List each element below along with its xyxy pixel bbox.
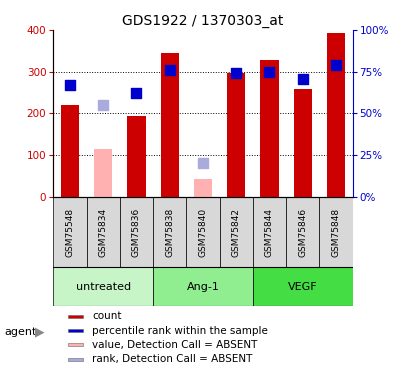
Bar [68, 315, 83, 318]
Bar [219, 197, 252, 267]
Text: percentile rank within the sample: percentile rank within the sample [92, 326, 267, 336]
Text: GSM75836: GSM75836 [132, 207, 141, 257]
Text: Ang-1: Ang-1 [186, 282, 219, 292]
Text: GSM75834: GSM75834 [99, 208, 108, 257]
Bar [127, 116, 145, 197]
Bar [160, 53, 178, 197]
Point [67, 82, 73, 88]
Bar [68, 329, 83, 332]
Bar [186, 197, 219, 267]
Title: GDS1922 / 1370303_at: GDS1922 / 1370303_at [122, 13, 283, 28]
Text: untreated: untreated [75, 282, 130, 292]
Bar [326, 33, 344, 197]
Point [265, 69, 272, 75]
Text: count: count [92, 311, 121, 321]
Point [199, 160, 206, 166]
Text: GSM75842: GSM75842 [231, 208, 240, 256]
Text: agent: agent [4, 327, 36, 337]
Bar [68, 343, 83, 346]
Bar [61, 105, 79, 197]
Bar [53, 267, 153, 306]
Point [166, 67, 173, 73]
Point [332, 63, 338, 69]
Text: GSM75548: GSM75548 [65, 208, 74, 257]
Point [100, 102, 106, 108]
Text: value, Detection Call = ABSENT: value, Detection Call = ABSENT [92, 340, 257, 350]
Text: GSM75838: GSM75838 [165, 207, 174, 257]
Bar [53, 197, 86, 267]
Text: GSM75848: GSM75848 [330, 208, 339, 257]
Point [232, 70, 239, 76]
Point [299, 76, 305, 82]
Text: VEGF: VEGF [287, 282, 317, 292]
Bar [252, 267, 352, 306]
Text: ▶: ▶ [35, 326, 44, 338]
Bar [119, 197, 153, 267]
Bar [68, 357, 83, 361]
Bar [252, 197, 285, 267]
Text: GSM75846: GSM75846 [297, 208, 306, 257]
Bar [153, 267, 252, 306]
Bar [285, 197, 319, 267]
Bar [260, 60, 278, 197]
Bar [94, 149, 112, 197]
Text: GSM75840: GSM75840 [198, 208, 207, 257]
Text: rank, Detection Call = ABSENT: rank, Detection Call = ABSENT [92, 354, 252, 364]
Bar [86, 197, 119, 267]
Bar [193, 179, 211, 197]
Bar [319, 197, 352, 267]
Point [133, 90, 139, 96]
Bar [153, 197, 186, 267]
Bar [227, 74, 245, 197]
Text: GSM75844: GSM75844 [264, 208, 273, 256]
Bar [293, 89, 311, 197]
